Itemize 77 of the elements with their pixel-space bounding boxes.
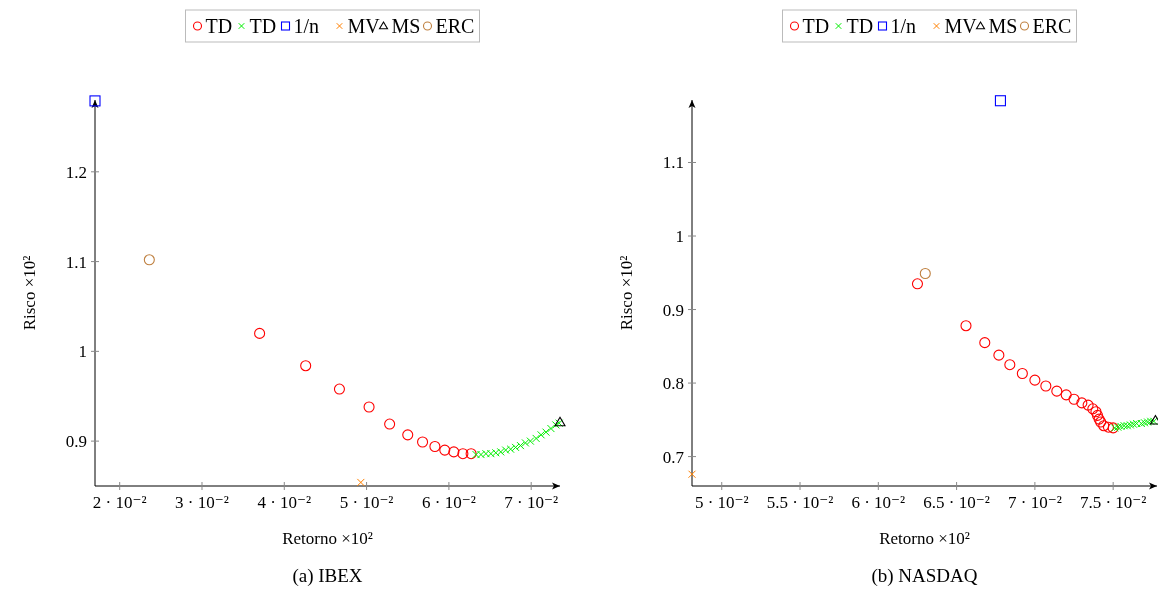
point xyxy=(448,446,460,458)
point xyxy=(960,320,972,332)
y-tick-label: 0.9 xyxy=(65,432,87,452)
point xyxy=(384,418,396,430)
y-tick-label: 1.1 xyxy=(65,252,87,272)
x-tick-label: 3 · 10⁻² xyxy=(175,493,229,512)
legend-label: TD xyxy=(205,15,233,37)
legend-label: TD xyxy=(249,15,277,37)
point xyxy=(457,448,469,460)
point xyxy=(1082,399,1094,411)
legend-label: TD xyxy=(846,15,874,37)
y-tick-label: 1.2 xyxy=(65,162,87,182)
point xyxy=(1051,385,1063,397)
point xyxy=(300,360,312,372)
point xyxy=(465,448,477,460)
point xyxy=(1098,420,1110,432)
y-tick-label: 0.7 xyxy=(662,447,685,467)
legend-label: MV xyxy=(944,15,978,37)
y-axis-title: Risco ×10² xyxy=(617,255,636,331)
y-axis-title: Risco ×10² xyxy=(20,255,39,331)
point xyxy=(402,429,414,441)
point xyxy=(472,450,481,459)
legend-label: MS xyxy=(391,15,421,37)
x-tick-label: 6 · 10⁻² xyxy=(422,493,476,512)
point xyxy=(363,401,375,413)
point xyxy=(1068,393,1080,405)
legend-label: MV xyxy=(347,15,381,37)
text: (b) NASDAQ xyxy=(871,565,978,587)
point xyxy=(254,327,266,339)
point xyxy=(417,436,429,448)
point xyxy=(1040,380,1052,392)
legend-label: ERC xyxy=(435,15,475,37)
point xyxy=(1102,421,1115,433)
x-tick-label: 7 · 10⁻² xyxy=(1008,493,1062,512)
x-tick-label: 5 · 10⁻² xyxy=(339,493,394,512)
y-tick-label: 0.8 xyxy=(662,374,684,394)
x-tick-label: 2 · 10⁻² xyxy=(92,493,147,512)
x-tick-label: 7 · 10⁻² xyxy=(504,493,559,512)
point xyxy=(542,428,551,437)
x-axis-title: Retorno ×10² xyxy=(879,529,970,548)
text: (a) IBEX xyxy=(292,565,363,587)
point xyxy=(89,95,101,107)
x-tick-label: 5.5 · 10⁻² xyxy=(766,493,834,512)
y-tick-label: 0.9 xyxy=(662,300,684,320)
point xyxy=(993,349,1005,361)
x-tick-label: 6.5 · 10⁻² xyxy=(923,493,990,512)
point xyxy=(546,424,555,433)
legend-label: 1/n xyxy=(293,15,320,37)
point xyxy=(1029,374,1041,386)
x-tick-label: 7.5 · 10⁻² xyxy=(1079,493,1147,512)
legend-label: MS xyxy=(988,15,1018,37)
point xyxy=(979,337,991,349)
point xyxy=(994,95,1006,107)
point xyxy=(537,430,546,439)
x-axis-title: Retorno ×10² xyxy=(282,529,373,548)
point xyxy=(333,383,345,395)
x-tick-label: 6 · 10⁻² xyxy=(851,493,906,512)
point xyxy=(356,478,365,487)
point xyxy=(919,267,931,280)
point xyxy=(143,254,155,266)
point xyxy=(688,470,696,479)
point xyxy=(1060,389,1072,401)
y-tick-label: 1 xyxy=(675,227,684,247)
y-tick-label: 1.1 xyxy=(662,153,684,173)
x-tick-label: 4 · 10⁻² xyxy=(257,493,312,512)
point xyxy=(551,420,560,429)
legend-label: TD xyxy=(802,15,830,37)
point xyxy=(1016,367,1028,380)
point xyxy=(1004,359,1016,371)
x-tick-label: 5 · 10⁻² xyxy=(694,493,749,512)
point xyxy=(911,278,924,290)
legend-label: 1/n xyxy=(890,15,917,37)
legend-label: ERC xyxy=(1032,15,1072,37)
point xyxy=(1076,397,1088,409)
point xyxy=(429,440,441,453)
y-tick-label: 1 xyxy=(78,342,87,362)
point xyxy=(439,444,451,456)
